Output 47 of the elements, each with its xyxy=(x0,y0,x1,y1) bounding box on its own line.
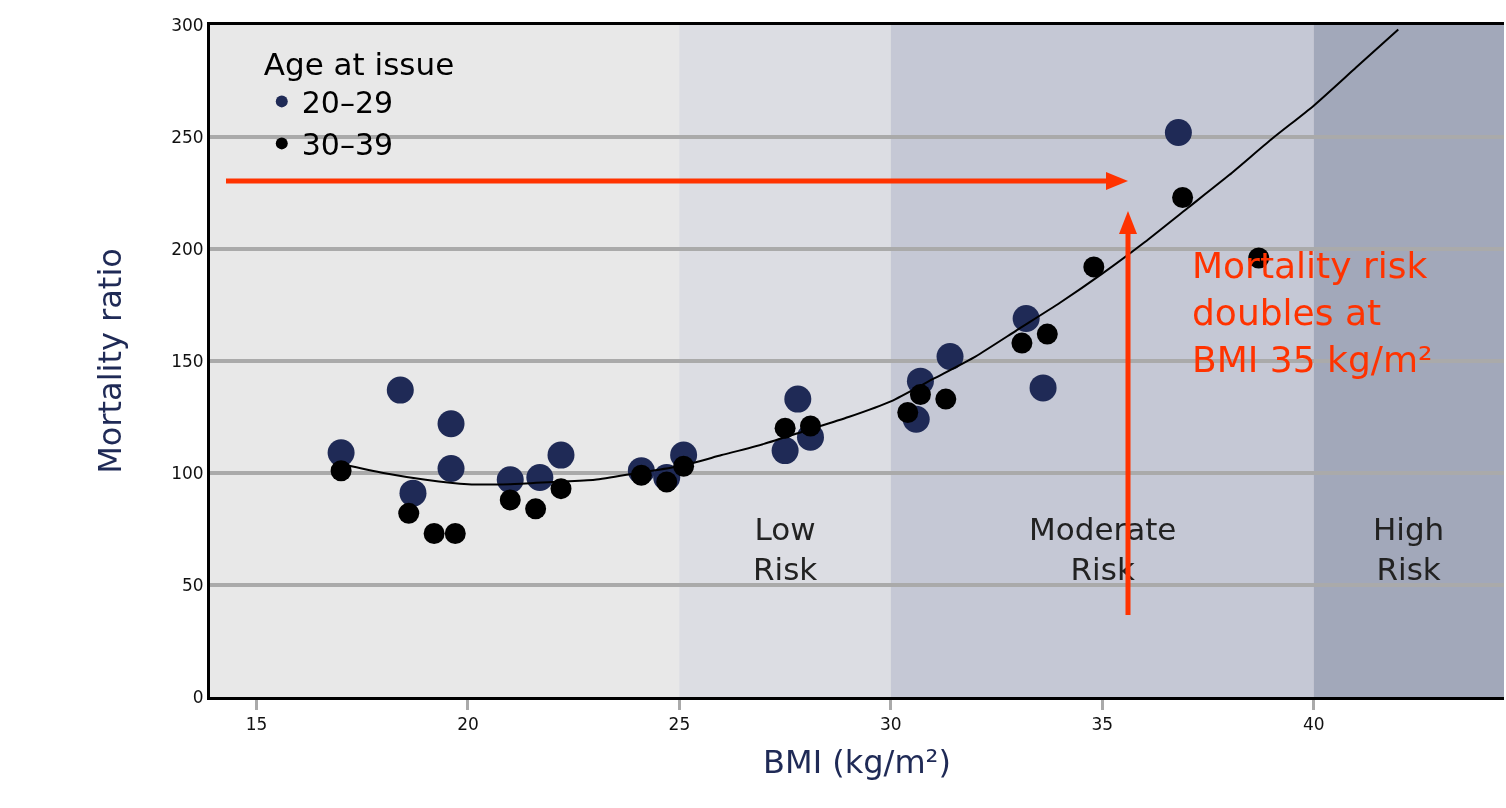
point xyxy=(525,498,547,520)
y-tick-label: 300 xyxy=(171,14,204,35)
point xyxy=(1029,374,1057,402)
point xyxy=(526,463,554,491)
point xyxy=(936,343,964,371)
point xyxy=(499,489,521,511)
legend-label: 20–29 xyxy=(301,85,394,121)
point xyxy=(774,417,796,439)
x-tick-label: 40 xyxy=(1302,714,1325,735)
point xyxy=(437,455,465,483)
point xyxy=(423,522,445,544)
y-axis-title: Mortality ratio xyxy=(91,248,130,474)
point xyxy=(330,460,352,482)
point xyxy=(771,437,799,465)
y-tick-label: 50 xyxy=(181,574,204,595)
point xyxy=(909,384,931,406)
point xyxy=(1172,186,1194,208)
point xyxy=(935,388,957,410)
x-tick-label: 30 xyxy=(880,714,902,735)
x-tick-label: 25 xyxy=(668,714,691,735)
point xyxy=(550,478,572,500)
y-tick-label: 250 xyxy=(171,126,204,147)
band-label: Low Risk xyxy=(753,511,818,588)
point xyxy=(1083,256,1105,278)
x-axis-title: BMI (kg/m²) xyxy=(763,743,951,782)
point xyxy=(547,441,575,469)
y-tick-label: 200 xyxy=(171,238,204,259)
x-tick-label: 35 xyxy=(1091,714,1114,735)
x-tick-label: 20 xyxy=(457,714,479,735)
legend-title: Age at issue xyxy=(263,46,455,83)
point xyxy=(1012,304,1040,332)
x-tick-label: 15 xyxy=(245,714,268,735)
point xyxy=(444,522,466,544)
point xyxy=(386,376,414,404)
point xyxy=(1036,323,1058,345)
y-tick-label: 0 xyxy=(192,686,204,707)
y-tick-label: 100 xyxy=(171,462,204,483)
legend-label: 30–39 xyxy=(301,127,394,163)
point xyxy=(1164,119,1192,147)
point xyxy=(399,479,427,507)
point xyxy=(1011,332,1033,354)
point xyxy=(437,410,465,438)
point xyxy=(398,502,420,524)
annotation: Mortality risk doubles at BMI 35 kg/m² xyxy=(1192,245,1433,380)
band-label: High Risk xyxy=(1373,511,1445,588)
y-tick-label: 150 xyxy=(171,350,204,371)
point xyxy=(784,385,812,413)
